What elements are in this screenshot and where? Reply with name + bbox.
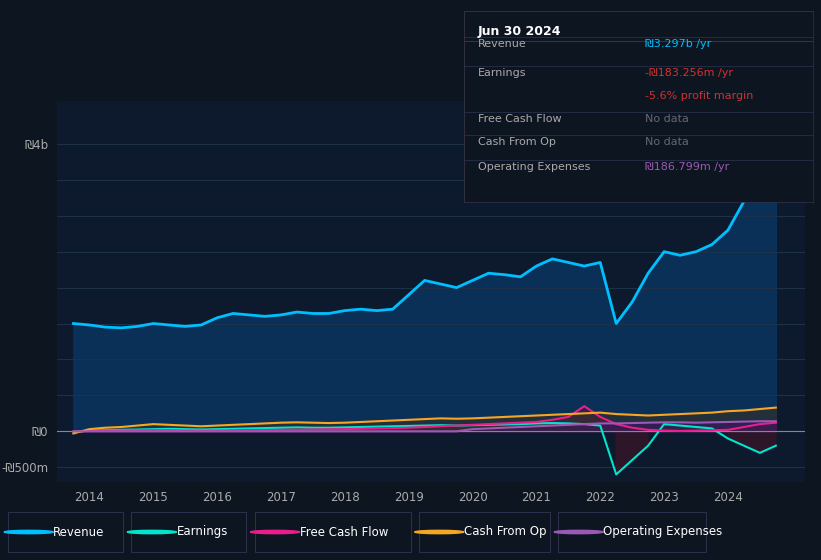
Circle shape — [127, 530, 177, 534]
Text: Earnings: Earnings — [177, 525, 228, 539]
Text: Operating Expenses: Operating Expenses — [478, 162, 590, 171]
FancyBboxPatch shape — [255, 512, 410, 552]
Text: Free Cash Flow: Free Cash Flow — [300, 525, 388, 539]
FancyBboxPatch shape — [8, 512, 123, 552]
Text: Revenue: Revenue — [53, 525, 105, 539]
Circle shape — [4, 530, 53, 534]
FancyBboxPatch shape — [131, 512, 246, 552]
Text: Revenue: Revenue — [478, 39, 526, 49]
Text: Cash From Op: Cash From Op — [464, 525, 546, 539]
Text: Earnings: Earnings — [478, 68, 526, 78]
Text: ₪186.799m /yr: ₪186.799m /yr — [645, 162, 730, 171]
Circle shape — [554, 530, 603, 534]
FancyBboxPatch shape — [464, 11, 813, 202]
Text: Operating Expenses: Operating Expenses — [603, 525, 722, 539]
Text: ₪3.297b /yr: ₪3.297b /yr — [645, 39, 712, 49]
FancyBboxPatch shape — [419, 512, 550, 552]
Text: -5.6% profit margin: -5.6% profit margin — [645, 91, 754, 101]
Circle shape — [415, 530, 464, 534]
FancyBboxPatch shape — [558, 512, 706, 552]
Text: No data: No data — [645, 137, 689, 147]
Text: No data: No data — [645, 114, 689, 124]
Text: Cash From Op: Cash From Op — [478, 137, 556, 147]
Circle shape — [250, 530, 300, 534]
Text: Jun 30 2024: Jun 30 2024 — [478, 25, 562, 38]
Text: Free Cash Flow: Free Cash Flow — [478, 114, 562, 124]
Text: -₪183.256m /yr: -₪183.256m /yr — [645, 68, 733, 78]
